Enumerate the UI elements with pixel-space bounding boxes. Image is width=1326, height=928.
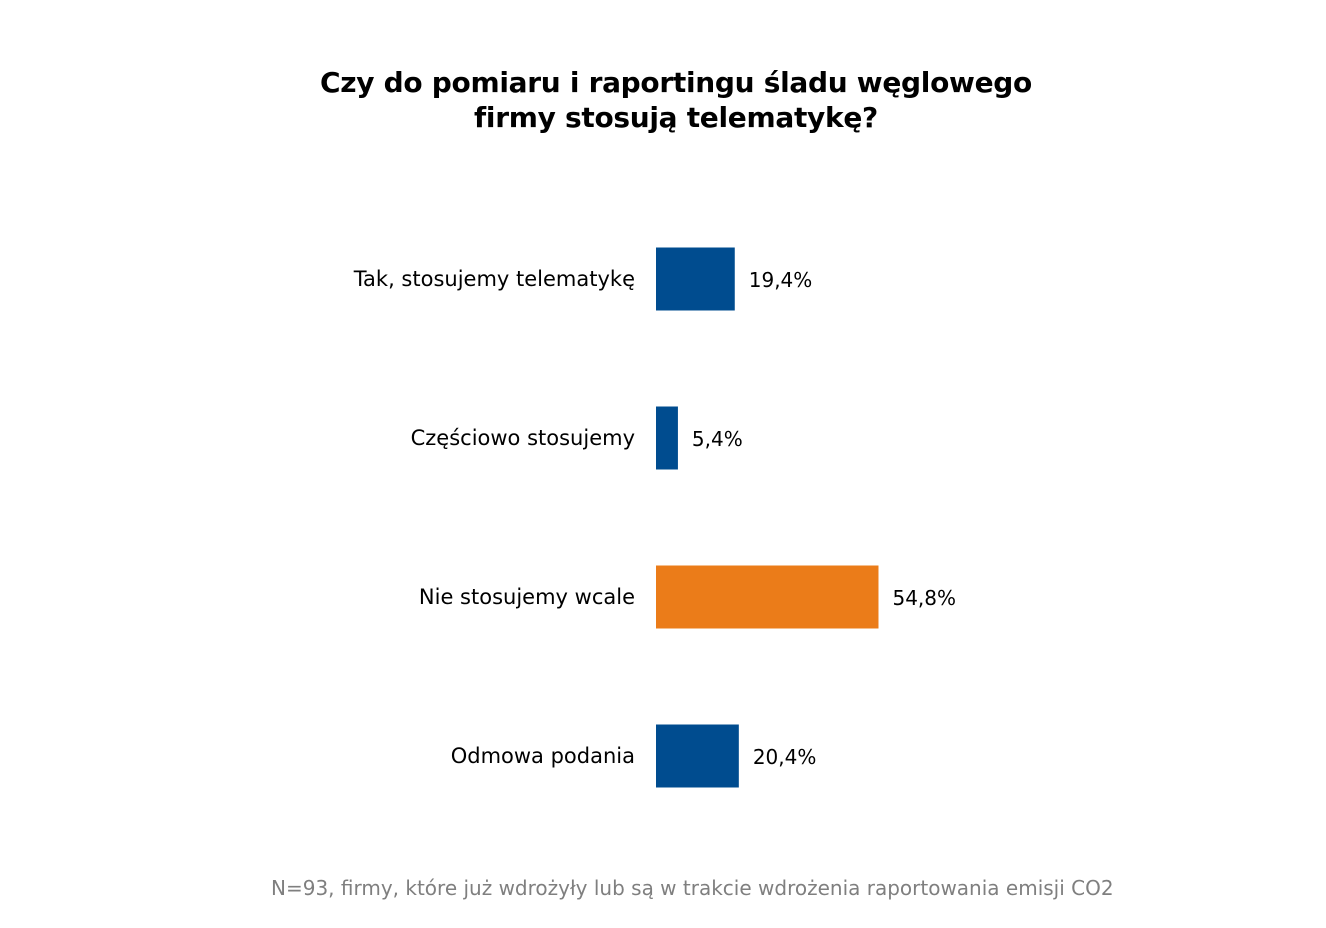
bar: [656, 724, 739, 788]
footnote: N=93, firmy, które już wdrożyły lub są w…: [271, 876, 1114, 900]
value-label: 20,4%: [753, 745, 817, 769]
category-label: Odmowa podania: [451, 744, 635, 768]
category-label: Częściowo stosujemy: [411, 426, 635, 450]
bar: [656, 406, 678, 470]
category-label: Nie stosujemy wcale: [419, 585, 635, 609]
value-label: 54,8%: [892, 586, 956, 610]
value-label: 19,4%: [749, 268, 813, 292]
bar: [656, 247, 735, 311]
chart-title-line-2: firmy stosują telematykę?: [474, 101, 878, 134]
category-label: Tak, stosujemy telematykę: [353, 267, 635, 291]
bar: [656, 565, 879, 629]
chart-title-line-1: Czy do pomiaru i raportingu śladu węglow…: [320, 66, 1032, 99]
value-label: 5,4%: [692, 427, 743, 451]
